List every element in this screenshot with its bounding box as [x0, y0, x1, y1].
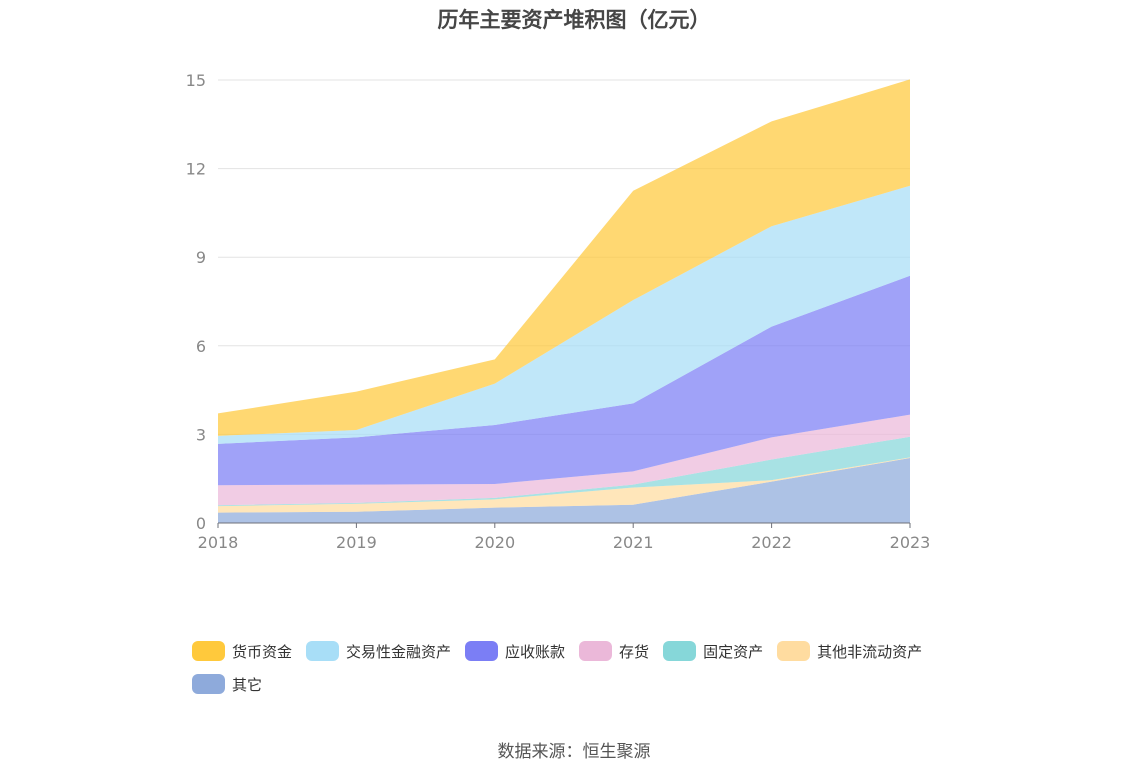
y-tick-label: 15 — [186, 71, 206, 90]
y-tick-label: 9 — [196, 248, 206, 267]
legend-item[interactable]: 其他非流动资产 — [777, 640, 922, 662]
area-series-3 — [218, 414, 910, 506]
legend-item[interactable]: 其它 — [192, 673, 262, 695]
legend-label: 交易性金融资产 — [346, 642, 452, 661]
legend-label: 其他非流动资产 — [817, 642, 923, 661]
legend-label: 应收账款 — [505, 642, 566, 661]
x-tick-label: 2019 — [336, 533, 377, 552]
y-tick-label: 12 — [186, 160, 206, 179]
x-tick-label: 2018 — [198, 533, 239, 552]
legend-label: 固定资产 — [703, 642, 764, 661]
legend: 货币资金 交易性金融资产 应收账款 存货 固定资产 其他非流动资产其它 — [192, 640, 992, 706]
legend-item[interactable]: 交易性金融资产 — [306, 640, 451, 662]
data-source: 数据来源：恒生聚源 — [497, 742, 651, 762]
legend-label: 其它 — [232, 675, 263, 694]
legend-swatch — [306, 641, 340, 661]
legend-label: 货币资金 — [232, 642, 293, 661]
y-tick-label: 6 — [196, 337, 206, 356]
legend-item[interactable]: 货币资金 — [192, 640, 292, 662]
x-tick-label: 2023 — [890, 533, 931, 552]
area-series-1 — [218, 457, 910, 513]
legend-item[interactable]: 固定资产 — [663, 640, 763, 662]
legend-swatch — [579, 641, 613, 661]
stacked-area-chart: 0 3 6 9 12 15 2018 2019 2020 2021 2022 2023 — [186, 71, 931, 552]
legend-swatch — [663, 641, 697, 661]
area-layers — [218, 79, 910, 523]
y-tick-label: 0 — [196, 514, 206, 533]
area-series-5 — [218, 185, 910, 444]
legend-swatch — [465, 641, 499, 661]
legend-swatch — [192, 674, 225, 694]
legend-label: 存货 — [619, 642, 650, 661]
area-series-2 — [218, 436, 910, 507]
axes: 0 3 6 9 12 15 2018 2019 2020 2021 2022 2023 — [186, 71, 931, 552]
area-series-4 — [218, 275, 910, 486]
y-tick-label: 3 — [196, 425, 206, 444]
legend-item[interactable]: 应收账款 — [465, 640, 565, 662]
legend-item[interactable]: 存货 — [579, 640, 649, 662]
area-series-0 — [218, 458, 910, 523]
x-tick-label: 2020 — [474, 533, 515, 552]
x-tick-label: 2021 — [613, 533, 654, 552]
x-tick-label: 2022 — [751, 533, 792, 552]
legend-swatch — [777, 641, 811, 661]
area-series-6 — [218, 79, 910, 436]
legend-swatch — [192, 641, 225, 661]
chart-title: 历年主要资产堆积图（亿元） — [437, 8, 711, 32]
